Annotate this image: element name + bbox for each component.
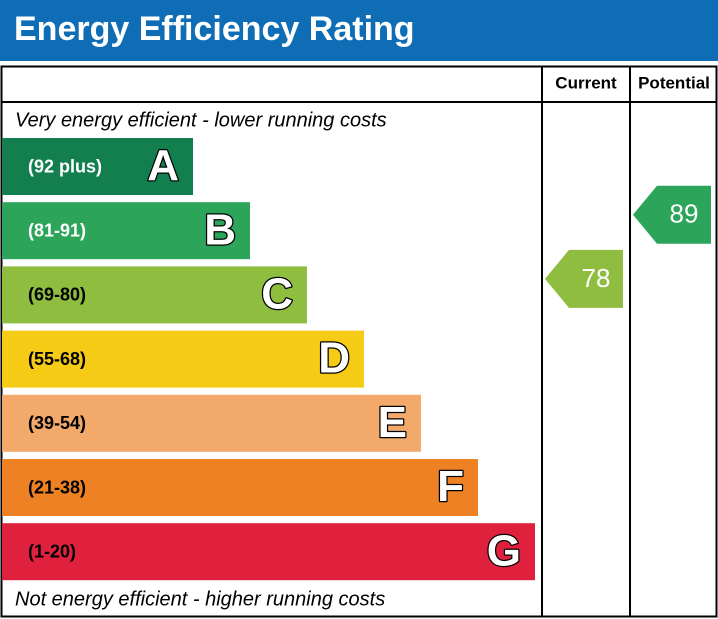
band-range: (1-20) — [28, 541, 76, 561]
band-range: (81-91) — [28, 220, 86, 240]
band-bar — [2, 523, 535, 581]
band-bar — [2, 330, 364, 388]
band-bar — [2, 459, 478, 516]
band-bar — [2, 394, 421, 452]
rating-arrow — [545, 249, 623, 308]
band-bar — [2, 138, 193, 195]
band-letter: B — [204, 205, 236, 254]
band-bar — [2, 202, 250, 260]
band-letter: A — [147, 141, 179, 190]
band-letter: F — [437, 462, 464, 511]
frame — [0, 65, 718, 618]
bottom-note: Not energy efficient - higher running co… — [15, 588, 385, 610]
band-range: (21-38) — [28, 477, 86, 497]
top-note: Very energy efficient - lower running co… — [15, 109, 387, 131]
band-letter: G — [487, 526, 521, 575]
band-letter: E — [378, 398, 407, 447]
band-range: (92 plus) — [28, 156, 102, 176]
band-letter: C — [261, 270, 293, 319]
band-range: (69-80) — [28, 285, 86, 305]
band-letter: D — [318, 334, 350, 383]
band-range: (39-54) — [28, 413, 86, 433]
rating-value: 89 — [670, 199, 699, 229]
band-bar — [2, 266, 307, 324]
title: Energy Efficiency Rating — [14, 10, 415, 48]
potential-header: Potential — [638, 73, 710, 92]
band-range: (55-68) — [28, 349, 86, 369]
current-header: Current — [555, 73, 617, 92]
title-bar — [0, 0, 718, 61]
rating-arrow — [633, 185, 711, 244]
rating-value: 78 — [582, 263, 611, 293]
